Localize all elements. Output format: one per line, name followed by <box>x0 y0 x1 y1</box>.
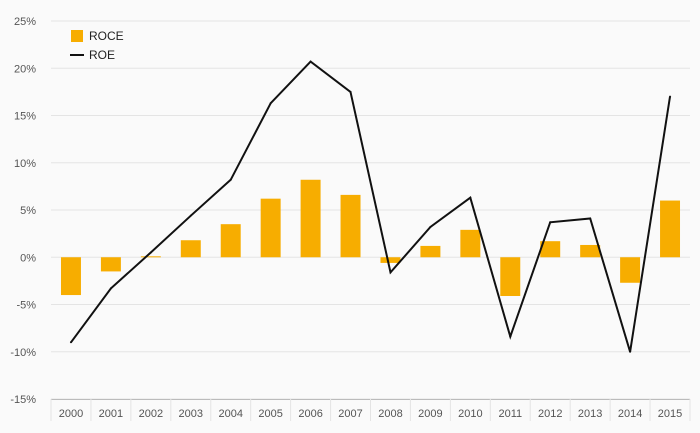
y-tick-label: 10% <box>14 158 36 170</box>
x-tick-label: 2003 <box>179 408 203 420</box>
roe-point <box>269 102 272 105</box>
roe-point <box>389 271 392 274</box>
roe-line <box>70 60 671 353</box>
roe-point <box>109 287 112 290</box>
roce-bar <box>300 179 321 258</box>
roce-bar <box>660 200 681 258</box>
y-tick-label: -10% <box>10 347 36 359</box>
roe-point <box>549 221 552 224</box>
roe-point <box>669 95 672 98</box>
x-tick-label: 2004 <box>218 408 242 420</box>
roe-point <box>189 214 192 217</box>
x-axis: 2000 2001 2002 2003 2004 2005 2006 2007 2008 2009… <box>50 399 691 421</box>
x-tick-label: 2012 <box>538 408 562 420</box>
roe-point <box>589 217 592 220</box>
roce-bar <box>460 229 481 258</box>
y-tick-label: 0% <box>20 252 36 264</box>
roce-bar <box>60 257 81 296</box>
y-tick-label: 15% <box>14 111 36 123</box>
y-tick-label: -5% <box>16 300 36 312</box>
grid-lines <box>51 20 690 400</box>
x-tick-label: 2007 <box>338 408 362 420</box>
x-tick-label: 2006 <box>298 408 322 420</box>
roe-line-layer <box>69 60 672 353</box>
y-tick-label: 20% <box>14 63 36 75</box>
roe-point <box>429 226 432 229</box>
x-tick-label: 2010 <box>458 408 482 420</box>
x-tick-label: 2009 <box>418 408 442 420</box>
y-tick-label: 25% <box>14 16 36 28</box>
y-axis-ticks: -15% -10% -5% 0% 5% 10% 15% 20% 25% <box>10 16 36 406</box>
x-tick-label: 2000 <box>59 408 83 420</box>
roce-bar <box>380 257 401 263</box>
roce-bar <box>100 257 121 272</box>
legend-roce-swatch-icon <box>71 30 83 42</box>
legend: ROCE ROE <box>70 29 124 62</box>
roce-bar <box>180 240 201 258</box>
roce-bar <box>580 244 601 258</box>
roe-point <box>349 90 352 93</box>
y-tick-label: 5% <box>20 205 36 217</box>
roce-bar <box>220 224 241 258</box>
roce-bar <box>540 241 561 258</box>
x-tick-label: 2011 <box>498 408 522 420</box>
roe-point <box>69 341 72 344</box>
x-tick-label: 2008 <box>378 408 402 420</box>
roce-bar <box>260 198 281 258</box>
x-tick-label: 2013 <box>578 408 602 420</box>
legend-roce-label: ROCE <box>89 29 124 43</box>
x-tick-label: 2014 <box>618 408 642 420</box>
x-tick-label: 2015 <box>658 408 682 420</box>
roce-bar <box>420 245 441 258</box>
roe-point <box>509 335 512 338</box>
x-tick-label: 2005 <box>258 408 282 420</box>
x-tick-label: 2002 <box>139 408 163 420</box>
roe-point <box>149 251 152 254</box>
roce-bar <box>500 257 521 296</box>
y-tick-label: -15% <box>10 394 36 406</box>
roe-point <box>229 178 232 181</box>
roce-bar <box>340 194 361 258</box>
roe-point <box>469 196 472 199</box>
x-tick-label: 2001 <box>99 408 123 420</box>
roe-point <box>629 350 632 353</box>
roce-bar <box>620 257 641 283</box>
roce-bars <box>60 179 681 296</box>
roe-point <box>309 60 312 63</box>
roce-bar <box>140 256 161 258</box>
legend-roe-label: ROE <box>89 48 115 62</box>
